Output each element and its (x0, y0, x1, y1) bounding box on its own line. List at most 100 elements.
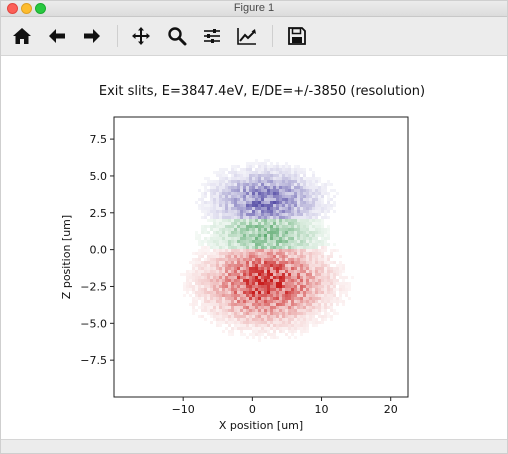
heatmap-cell (207, 273, 210, 276)
heatmap-cell (285, 201, 288, 204)
heatmap-cell (279, 192, 282, 195)
heatmap-cell (258, 162, 261, 165)
heatmap-cell (318, 207, 321, 210)
heatmap-cell (330, 279, 333, 282)
heatmap-cell (216, 252, 219, 255)
heatmap-cell (213, 318, 216, 321)
heatmap-cell (246, 216, 249, 219)
save-button[interactable] (284, 23, 310, 49)
heatmap-cell (291, 171, 294, 174)
heatmap-cell (195, 258, 198, 261)
heatmap-cell (270, 204, 273, 207)
heatmap-cell (285, 252, 288, 255)
zoom-button[interactable] (164, 23, 190, 49)
heatmap-cell (213, 255, 216, 258)
heatmap-cell (249, 237, 252, 240)
heatmap-cell (231, 201, 234, 204)
heatmap-cell (261, 270, 264, 273)
heatmap-cell (210, 312, 213, 315)
heatmap-cell (282, 291, 285, 294)
heatmap-cell (264, 288, 267, 291)
heatmap-cell (216, 204, 219, 207)
heatmap-cell (330, 300, 333, 303)
heatmap-cell (303, 246, 306, 249)
heatmap-cell (234, 324, 237, 327)
configure-subplots-button[interactable] (199, 23, 225, 49)
heatmap-cell (306, 255, 309, 258)
heatmap-cell (204, 261, 207, 264)
heatmap-cell (279, 315, 282, 318)
heatmap-cell (315, 216, 318, 219)
heatmap-cell (240, 285, 243, 288)
home-button[interactable] (9, 23, 35, 49)
heatmap-cell (297, 177, 300, 180)
figure-canvas[interactable]: Exit slits, E=3847.4eV, E/DE=+/-3850 (re… (1, 56, 507, 439)
heatmap-cell (291, 285, 294, 288)
heatmap-cell (321, 297, 324, 300)
heatmap-cell (210, 228, 213, 231)
heatmap-cell (249, 165, 252, 168)
heatmap-cell (246, 294, 249, 297)
heatmap-cell (285, 264, 288, 267)
heatmap-cell (246, 261, 249, 264)
heatmap-cell (249, 294, 252, 297)
heatmap-cell (225, 264, 228, 267)
heatmap-cell (282, 225, 285, 228)
heatmap-cell (207, 294, 210, 297)
heatmap-cell (258, 213, 261, 216)
heatmap-cell (240, 294, 243, 297)
heatmap-cell (321, 234, 324, 237)
heatmap-cell (330, 276, 333, 279)
heatmap-cell (291, 327, 294, 330)
heatmap-cell (225, 258, 228, 261)
heatmap-cell (306, 180, 309, 183)
heatmap-cell (324, 276, 327, 279)
heatmap-cell (213, 192, 216, 195)
back-button[interactable] (44, 23, 70, 49)
heatmap-cell (300, 222, 303, 225)
heatmap-cell (258, 183, 261, 186)
heatmap-cell (216, 291, 219, 294)
heatmap-cell (219, 306, 222, 309)
heatmap-cell (294, 297, 297, 300)
heatmap-cell (303, 264, 306, 267)
heatmap-cell (333, 291, 336, 294)
heatmap-cell (192, 291, 195, 294)
heatmap-cell (252, 174, 255, 177)
edit-axis-button[interactable] (234, 23, 260, 49)
heatmap-cell (279, 177, 282, 180)
heatmap-cell (225, 237, 228, 240)
heatmap-cell (282, 315, 285, 318)
heatmap-cell (204, 276, 207, 279)
heatmap-cell (207, 264, 210, 267)
heatmap-cell (213, 204, 216, 207)
heatmap-cell (204, 246, 207, 249)
heatmap-cell (222, 306, 225, 309)
pan-button[interactable] (128, 23, 154, 49)
heatmap-cell (216, 240, 219, 243)
heatmap-cell (249, 216, 252, 219)
heatmap-cell (237, 207, 240, 210)
heatmap-cell (306, 306, 309, 309)
heatmap-cell (219, 324, 222, 327)
forward-button[interactable] (79, 23, 105, 49)
heatmap-cell (264, 186, 267, 189)
heatmap-cell (291, 243, 294, 246)
heatmap-cell (318, 201, 321, 204)
heatmap-cell (318, 234, 321, 237)
heatmap-cell (222, 258, 225, 261)
heatmap-cell (330, 255, 333, 258)
heatmap-cell (318, 321, 321, 324)
heatmap-cell (216, 303, 219, 306)
heatmap-cell (297, 315, 300, 318)
heatmap-cell (204, 252, 207, 255)
heatmap-cell (237, 312, 240, 315)
heatmap-cell (327, 306, 330, 309)
heatmap-cell (261, 234, 264, 237)
heatmap-cell (261, 261, 264, 264)
heatmap-cell (255, 279, 258, 282)
heatmap-cell (231, 219, 234, 222)
heatmap-cell (276, 231, 279, 234)
heatmap-cell (222, 216, 225, 219)
heatmap-cell (309, 288, 312, 291)
